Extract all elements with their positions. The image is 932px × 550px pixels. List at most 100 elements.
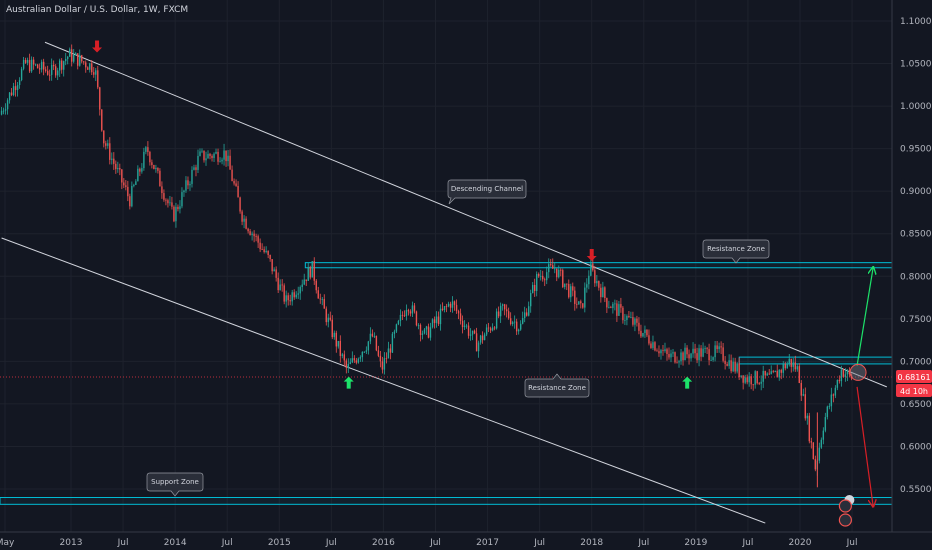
callout-resistance-zone-mid[interactable]: Resistance Zone xyxy=(524,373,590,398)
candle xyxy=(465,323,468,329)
candle xyxy=(251,231,253,241)
channel-trendline[interactable] xyxy=(1,237,766,524)
candle xyxy=(808,412,810,444)
candle xyxy=(187,176,189,190)
event-icon[interactable] xyxy=(838,499,852,513)
candle xyxy=(291,289,293,306)
candle xyxy=(534,278,536,297)
candle xyxy=(40,59,43,73)
candle xyxy=(345,358,348,374)
breakout-circle[interactable] xyxy=(849,363,867,381)
candle xyxy=(788,353,790,367)
candle xyxy=(211,154,213,162)
candle xyxy=(355,357,358,365)
candle xyxy=(431,318,434,329)
candle xyxy=(117,161,119,173)
time-tick-label: 2014 xyxy=(164,538,187,548)
candle xyxy=(367,340,370,355)
candle xyxy=(381,356,384,374)
candle xyxy=(427,323,430,339)
candle xyxy=(231,165,233,182)
candle xyxy=(209,152,211,160)
candle xyxy=(297,286,299,299)
projection-arrow-up[interactable] xyxy=(856,268,873,366)
candle xyxy=(780,368,782,380)
candle xyxy=(157,167,159,174)
candle xyxy=(385,352,388,364)
candle xyxy=(758,381,760,386)
candle xyxy=(688,349,690,365)
candle xyxy=(91,60,93,76)
candle xyxy=(622,306,624,324)
candle xyxy=(722,342,724,363)
candle xyxy=(564,283,566,290)
channel-trendline[interactable] xyxy=(44,41,887,388)
candle xyxy=(716,340,718,353)
candle xyxy=(197,149,199,173)
candle xyxy=(562,268,564,289)
candle xyxy=(403,310,406,318)
candle xyxy=(481,331,484,344)
candle xyxy=(239,196,241,214)
candle xyxy=(710,355,712,362)
candle xyxy=(409,309,412,317)
candle xyxy=(175,202,177,228)
candle xyxy=(26,57,29,66)
candle xyxy=(610,305,612,309)
zone-rect[interactable] xyxy=(304,262,893,269)
zone-rect[interactable] xyxy=(0,497,893,505)
candle xyxy=(353,355,356,363)
callout-descending-channel[interactable]: Descending Channel xyxy=(447,179,527,205)
projection-arrow-down[interactable] xyxy=(856,386,873,506)
candle xyxy=(778,369,780,381)
candle xyxy=(147,141,149,156)
candle xyxy=(54,64,57,78)
candle xyxy=(271,259,273,275)
candle xyxy=(183,189,185,197)
candle xyxy=(22,56,25,71)
candle xyxy=(67,55,69,65)
candle xyxy=(812,442,815,460)
candle xyxy=(640,324,642,338)
callout-resistance-zone-top[interactable]: Resistance Zone xyxy=(702,239,770,264)
candle xyxy=(113,152,115,170)
candle xyxy=(469,328,472,341)
candle xyxy=(269,254,271,262)
candle xyxy=(237,181,239,198)
candle xyxy=(756,370,758,385)
candle xyxy=(75,52,77,56)
candle xyxy=(798,363,800,384)
candle xyxy=(359,355,362,362)
candle xyxy=(263,246,265,254)
candle xyxy=(578,301,580,305)
candle xyxy=(341,352,344,359)
callout-support-zone[interactable]: Support Zone xyxy=(146,472,204,497)
candle xyxy=(73,48,75,64)
candle xyxy=(752,383,754,391)
candle xyxy=(99,86,101,116)
candle xyxy=(804,387,806,421)
event-icon[interactable] xyxy=(838,513,852,527)
candle xyxy=(614,299,616,311)
candle xyxy=(461,315,464,334)
candle xyxy=(684,343,686,361)
candle xyxy=(329,311,331,322)
candle xyxy=(818,442,821,464)
candle xyxy=(806,413,808,425)
candle xyxy=(347,358,350,373)
candle xyxy=(89,62,91,73)
candle xyxy=(728,354,730,369)
candle xyxy=(425,325,428,336)
candle xyxy=(415,310,418,327)
candle xyxy=(838,375,841,384)
candle xyxy=(87,66,89,70)
candle xyxy=(824,412,827,433)
candle xyxy=(748,372,750,387)
candle xyxy=(95,68,97,82)
time-axis[interactable]: May 2013 Jul 2014 Jul 2015 Jul 2016 Jul 2017 Jul 20… xyxy=(0,538,858,548)
candle xyxy=(680,349,682,365)
